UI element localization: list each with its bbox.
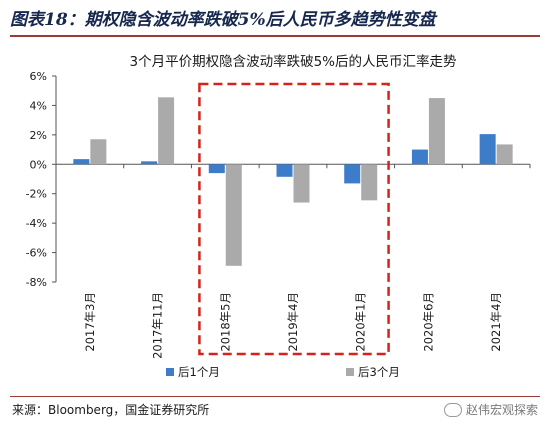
bar-series-2 [496,144,513,165]
highlight-box [198,82,390,356]
x-tick-label: 2017年11月 [151,292,165,359]
legend-swatch [346,368,354,376]
bar-series-1 [411,149,428,165]
chart-title: 3个月平价期权隐含波动率跌破5%后的人民币汇率走势 [129,53,456,70]
bar-series-2 [361,164,378,201]
figure-title: 图表18：期权隐含波动率跌破5%后人民币多趋势性变盘 [10,10,436,30]
x-tick-label: 2020年1月 [354,292,368,352]
y-tick-label: -4% [26,217,47,230]
y-tick-label: -2% [26,188,47,201]
bar-series-2 [90,139,107,165]
bar-series-1 [479,134,496,165]
watermark-text: 赵伟宏观探索 [465,403,538,417]
bar-series-1 [141,161,158,165]
x-tick-label: 2021年4月 [489,292,503,352]
bar-chart: 3个月平价期权隐含波动率跌破5%后的人民币汇率走势 -8% -6% -4% -2% 0% 2… [26,53,531,379]
y-tick-label: -8% [26,276,47,289]
bar-series-2 [293,164,310,203]
bar-series-2 [428,98,445,165]
legend-label: 后1个月 [178,365,220,379]
bar-series-1 [344,164,361,184]
watermark: 赵伟宏观探索 [443,400,538,420]
bar-series-1 [208,164,225,174]
source-rule [10,396,540,397]
bar-series-2 [158,97,175,165]
legend-label: 后3个月 [358,365,400,379]
title-rule [10,35,540,37]
wechat-icon [443,402,462,417]
y-tick-label: 0% [30,158,47,171]
y-tick-label: 2% [30,129,47,142]
y-tick-label: 6% [30,70,47,83]
bar-series-1 [73,159,90,165]
x-tick-label: 2020年6月 [421,292,435,352]
bar-series-2 [225,164,242,266]
x-tick-label: 2018年5月 [218,292,232,352]
x-tick-label: 2019年4月 [286,292,300,352]
y-tick-label: -6% [26,247,47,260]
x-tick-label: 2017年3月 [83,292,97,352]
legend-swatch [166,368,174,376]
source-note: 来源：Bloomberg，国金证券研究所 [12,403,210,417]
y-tick-label: 4% [30,99,47,112]
bar-series-1 [276,164,293,177]
